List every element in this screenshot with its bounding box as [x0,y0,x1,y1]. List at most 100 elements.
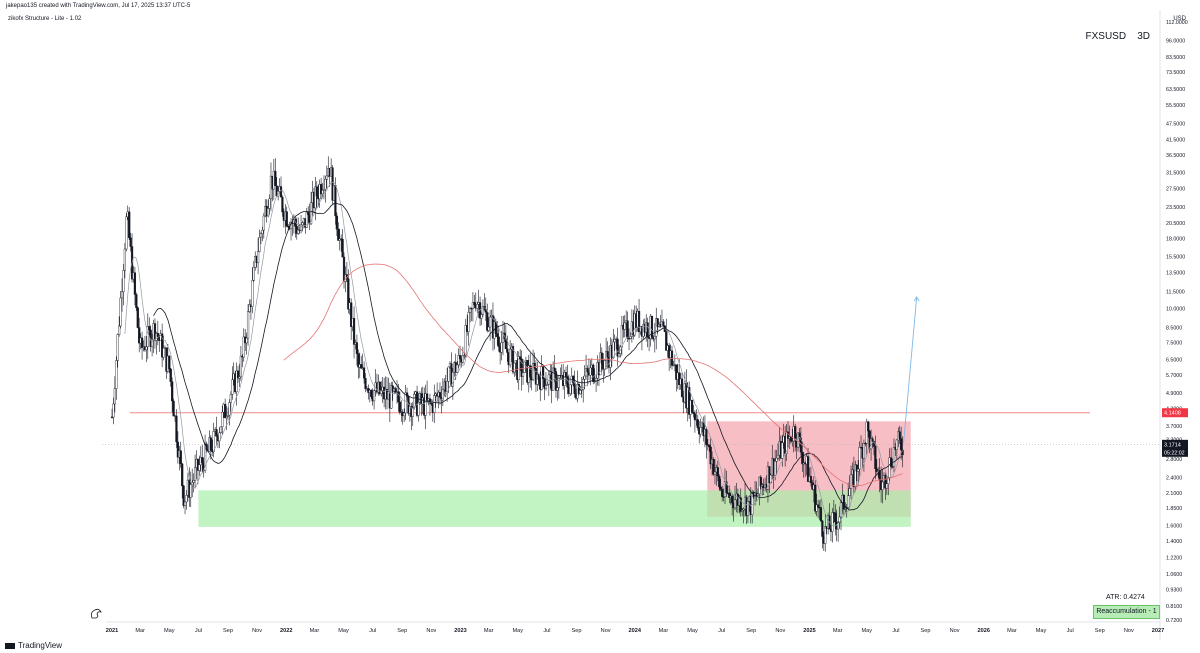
ma-long-line [283,263,903,487]
candle-body [221,412,224,428]
candle-body [115,360,118,389]
candle-body [248,304,251,312]
candle-body [116,334,119,361]
candle-body [520,358,523,377]
candle-body [759,476,762,487]
candle-body [708,444,711,448]
candle-body [305,212,308,228]
tradingview-footer[interactable]: TradingView [5,641,62,650]
candle-body [722,496,725,498]
price-tick-label: 36.5000 [1166,153,1185,159]
candle-body [325,175,328,180]
candle-body [464,324,467,356]
candle-body [874,446,877,470]
candle-body [370,390,373,397]
candle-body [341,238,344,258]
candle-body [446,381,449,392]
candle-body [662,321,665,327]
price-tick-label: 13.5000 [1166,271,1185,277]
candle-body [480,314,483,319]
price-tick-label: 5.7000 [1166,373,1182,379]
candle-body [357,353,360,368]
candle-body [521,372,525,377]
candle-body [438,392,442,398]
candle-body [546,384,549,386]
candle-body [653,336,656,340]
candle-body [119,297,122,327]
candle-body [337,229,340,241]
candle-body [451,371,454,387]
tradingview-brand: TradingView [18,641,63,650]
candle-body [834,512,837,523]
candle-body [486,312,489,331]
candle-body [857,468,860,472]
time-tick-label: May [164,628,175,634]
symbol-name: FXSUSD [1085,31,1127,42]
time-tick-label: Mar [135,628,145,634]
candle-body [133,272,137,295]
price-tick-label: 1.4000 [1166,539,1182,545]
time-tick-label: Sep [746,628,756,634]
candle-body [378,381,381,395]
candle-body [858,447,861,470]
candle-body [457,355,460,366]
candle-body [556,387,559,391]
candle-body [355,342,359,354]
candle-body [692,412,695,414]
candle-body [849,474,853,489]
candle-body [236,370,240,379]
candle-body [476,304,479,309]
candle-body [796,432,800,448]
candle-body [467,312,470,332]
candle-body [417,402,420,416]
candle-body [862,442,866,459]
candle-body [262,215,265,231]
candle-body [774,460,777,476]
candle-body [831,512,834,532]
time-tick-label: Mar [484,628,494,634]
time-tick-label: 2021 [106,628,118,634]
projection-arrow [903,296,918,444]
candle-body [261,230,264,234]
price-tick-label: 1.6000 [1166,523,1182,529]
candle-body [347,278,350,310]
time-tick-label: Jul [543,628,550,634]
time-tick-label: May [687,628,698,634]
candle-body [172,400,175,417]
candle-body [541,366,545,379]
time-tick-label: 2026 [978,628,990,634]
candle-body [179,450,182,465]
candle-body [168,355,171,370]
time-tick-label: Mar [833,628,843,634]
candle-body [506,348,509,353]
symbol-interval: 3D [1137,31,1150,42]
price-tick-label: 2.8000 [1166,457,1182,463]
candle-body [705,429,708,445]
time-tick-label: Mar [1007,628,1017,634]
candle-body [441,389,444,401]
candle-body [537,374,540,380]
candle-body [487,326,490,331]
candle-body [239,355,243,378]
candle-body [299,224,303,231]
candle-body [617,353,621,357]
candle-body [128,211,131,239]
candle-body [428,398,432,404]
candle-body [626,320,629,339]
candle-body [433,395,436,413]
indicator-label[interactable]: zikofx Structure - Lite - 1.02 [8,16,82,22]
candle-body [161,333,164,358]
price-tick-label: 2.1000 [1166,491,1182,497]
candle-body [238,376,241,379]
candle-body [815,504,818,512]
candle-body [821,520,824,537]
candle-body [212,431,215,453]
candle-body [900,438,903,451]
candle-body [819,507,823,522]
candle-body [350,302,353,327]
candle-body [559,377,562,379]
candle-body [156,332,159,338]
candle-body [140,337,144,348]
candle-body [380,390,383,395]
